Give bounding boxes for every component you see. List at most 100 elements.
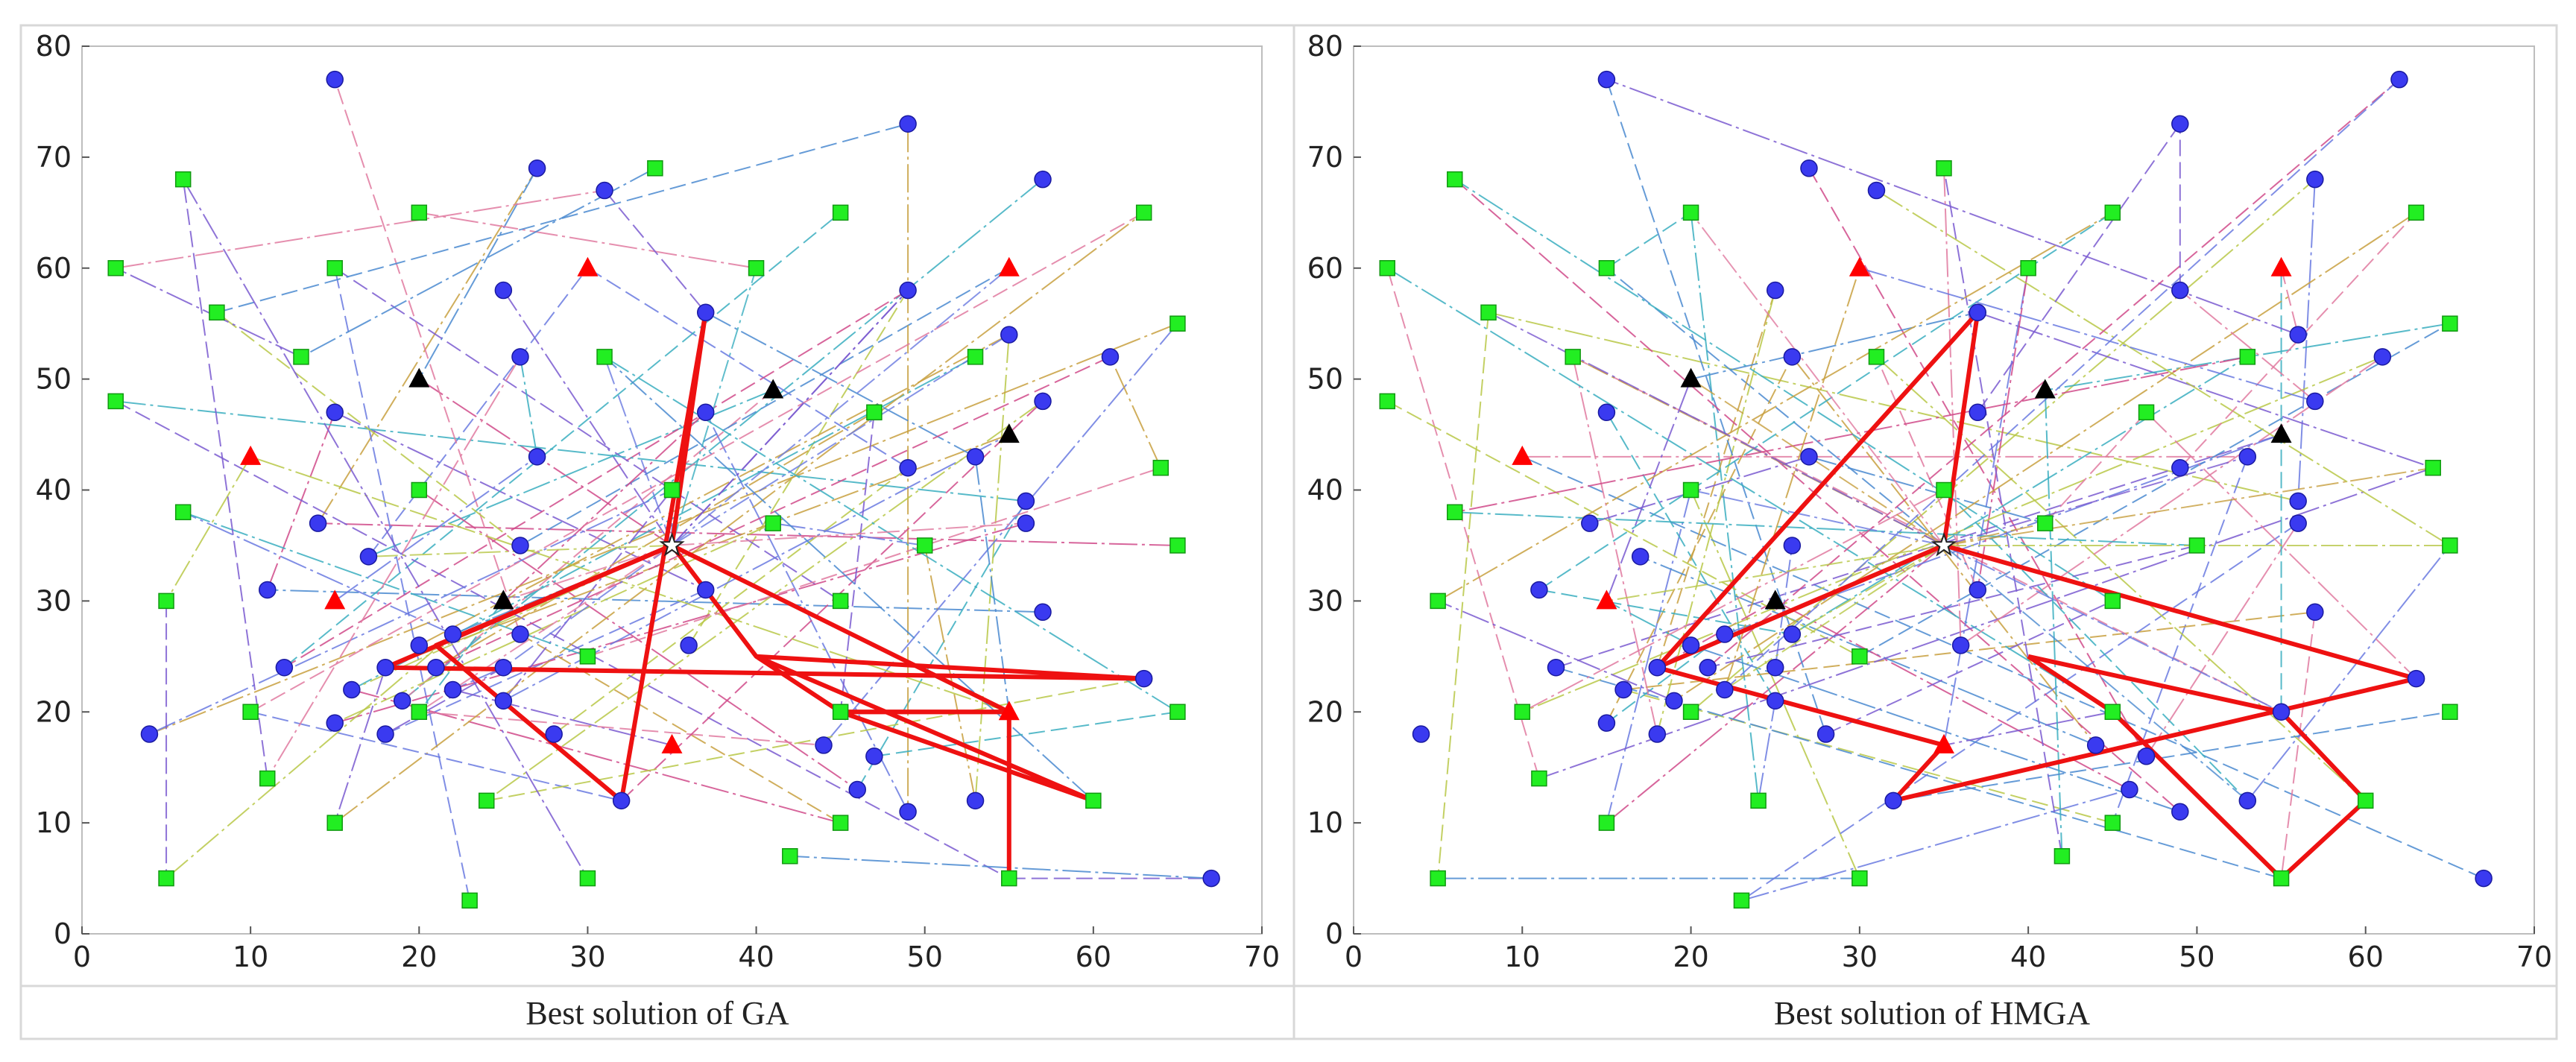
customer-point <box>1480 304 1497 321</box>
route-line <box>435 355 1111 669</box>
customer-point <box>1969 403 1987 422</box>
customer-point <box>1598 260 1615 276</box>
route-line <box>1623 689 2113 824</box>
customer-point <box>1648 725 1667 743</box>
route-line <box>300 167 656 358</box>
x-tick-label: 70 <box>2516 941 2552 973</box>
customer-point <box>1783 348 1802 366</box>
route-line <box>418 545 673 713</box>
customer-point <box>2104 815 2121 831</box>
customer-point <box>1379 393 1396 410</box>
x-tick-label: 0 <box>1345 941 1363 973</box>
customer-point <box>1884 791 1902 810</box>
route-line <box>1454 355 2248 513</box>
route-line <box>317 168 538 524</box>
route-line <box>250 711 622 802</box>
facility-point <box>1764 590 1786 610</box>
y-tick-label: 60 <box>1307 252 1343 285</box>
route-line <box>587 267 909 469</box>
route-line <box>604 356 673 546</box>
customer-point <box>1514 704 1531 720</box>
caption-ga: Best solution of GA <box>525 995 789 1031</box>
route-line <box>283 212 842 669</box>
customer-point <box>1447 504 1463 521</box>
customer-point <box>1134 669 1153 688</box>
x-tick-label: 0 <box>73 941 91 973</box>
customer-point <box>2407 669 2425 688</box>
route-line <box>1606 267 1945 546</box>
customer-point <box>1169 315 1186 332</box>
y-tick-label: 20 <box>36 695 72 728</box>
route-line <box>1488 312 1945 546</box>
facility-point <box>2270 423 2292 443</box>
customer-point <box>326 70 344 89</box>
customer-point <box>1783 537 1802 554</box>
route-line <box>520 267 1010 546</box>
route-line <box>789 855 1212 879</box>
route-line <box>435 411 875 669</box>
customer-point <box>140 725 159 743</box>
customer-point <box>1430 592 1446 610</box>
route-line <box>604 355 1178 713</box>
customer-point <box>1682 636 1700 654</box>
route-line <box>1589 455 1810 525</box>
depot-point <box>659 531 685 557</box>
route-line <box>351 689 841 824</box>
y-tick-label: 40 <box>1307 474 1343 507</box>
customer-point <box>1750 792 1767 809</box>
facility-point <box>1596 590 1617 610</box>
customer-point <box>326 714 344 732</box>
route-line <box>1943 168 1962 645</box>
x-tick-label: 60 <box>1076 941 1111 973</box>
route-line <box>1943 455 2248 546</box>
facility-point <box>240 445 262 465</box>
customer-point <box>1547 658 1565 677</box>
route-line <box>1606 356 1793 724</box>
route-line <box>1606 544 1945 602</box>
customer-point <box>1969 581 1987 599</box>
route-line <box>250 455 1010 713</box>
customer-point <box>511 537 529 554</box>
route-line <box>334 212 1145 824</box>
route-line <box>672 522 1026 546</box>
route-line <box>418 600 505 712</box>
customer-point <box>393 692 411 710</box>
customer-point <box>293 349 309 365</box>
route-line <box>2044 390 2063 856</box>
x-tick-label: 50 <box>2179 941 2214 973</box>
route-line <box>1437 600 1675 702</box>
best-route <box>2027 654 2368 881</box>
route-line <box>266 356 521 780</box>
route-line <box>402 389 774 702</box>
customer-point <box>1034 603 1052 622</box>
customer-point <box>1682 204 1699 221</box>
customer-point <box>1412 725 1430 743</box>
customer-point <box>782 848 798 865</box>
customer-point <box>2171 281 2189 300</box>
customer-point <box>411 704 428 720</box>
x-tick-label: 10 <box>233 941 268 973</box>
customer-point <box>174 504 192 521</box>
route-line <box>1556 434 2282 669</box>
customer-point <box>1936 481 1952 499</box>
route-line <box>183 511 588 657</box>
route-line <box>1606 545 1945 824</box>
route-line <box>1572 356 1658 735</box>
customer-point <box>411 481 428 499</box>
customer-point <box>1530 581 1548 599</box>
x-tick-label: 20 <box>1673 941 1708 973</box>
y-tick-label: 60 <box>36 252 72 285</box>
customer-point <box>748 260 765 276</box>
route-line <box>334 79 521 635</box>
route-line <box>1109 356 1162 469</box>
route-line <box>385 434 1010 669</box>
facility-point <box>1933 733 1954 753</box>
route-line <box>503 544 672 602</box>
customer-point <box>815 736 833 754</box>
customer-point <box>2390 70 2408 89</box>
customer-point <box>443 625 462 643</box>
customer-point <box>848 780 867 799</box>
customer-point <box>511 348 529 366</box>
customer-point <box>2086 736 2105 754</box>
